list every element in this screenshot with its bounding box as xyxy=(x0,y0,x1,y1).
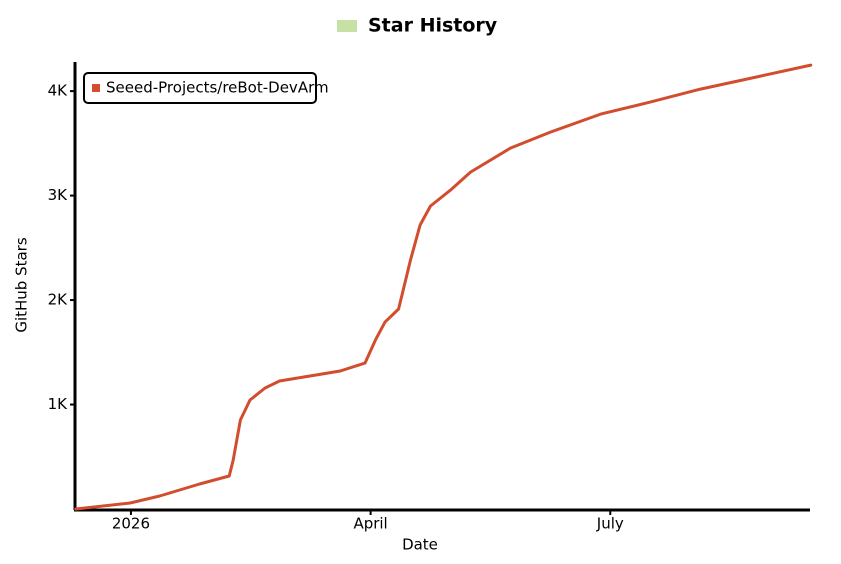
x-tick-label: 2026 xyxy=(112,515,150,533)
line xyxy=(74,63,813,511)
logo xyxy=(337,20,357,32)
x-axis-label: Date xyxy=(402,536,438,554)
y-axis-label: GitHub Stars xyxy=(13,237,31,333)
x-tick-label: April xyxy=(353,515,387,533)
y-tick-label: 1K xyxy=(48,395,69,413)
legend-box xyxy=(83,72,317,104)
legend-swatch xyxy=(92,84,100,92)
x-tick-label: July xyxy=(596,515,624,533)
y-tick-label: 2K xyxy=(48,291,69,309)
y-tick-label: 3K xyxy=(48,186,69,204)
legend-label: Seeed-Projects/reBot-DevArm xyxy=(106,79,329,97)
y-tick-label: 4K xyxy=(48,82,69,100)
chart-title: Star History xyxy=(368,15,498,37)
